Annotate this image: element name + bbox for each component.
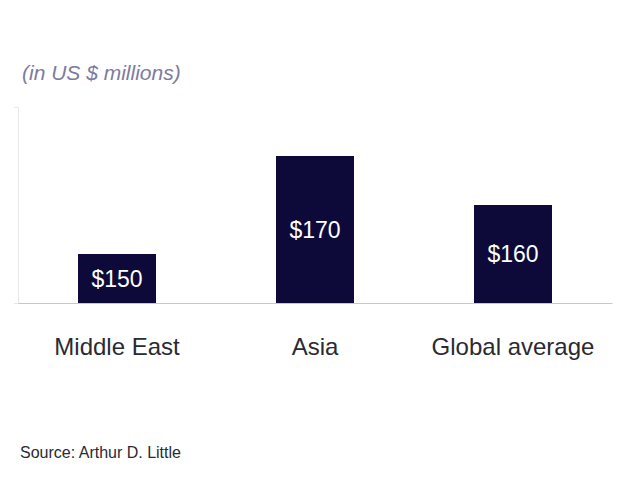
data-label: $150 [91,266,142,292]
y-tick-mark [14,107,18,108]
chart: (in US $ millions) Middle East Asia Global … [0,0,636,478]
source: Source: Arthur D. Little [20,444,181,461]
x-tick: Global average [432,333,595,360]
x-axis-line [19,303,613,304]
y-tick-mark [14,303,18,304]
subtitle: (in US $ millions) [22,61,181,84]
x-tick: Asia [292,333,339,360]
y-axis-line [14,108,19,304]
x-tick-label: Asia [292,333,339,360]
x-tick-label: Global average [432,333,595,360]
x-tick-label: Middle East [54,333,180,360]
x-tick: Middle East [54,333,180,360]
y-tick [14,107,18,108]
y-tick [14,303,18,304]
bar [474,205,552,303]
bars [78,156,552,303]
x-axis: Middle East Asia Global average [19,304,613,361]
y-axis [14,108,19,304]
data-label: $170 [289,217,340,243]
bar [276,156,354,303]
data-label: $160 [487,241,538,267]
bar [78,254,156,303]
data-labels: $150 $170 $160 [91,217,538,292]
